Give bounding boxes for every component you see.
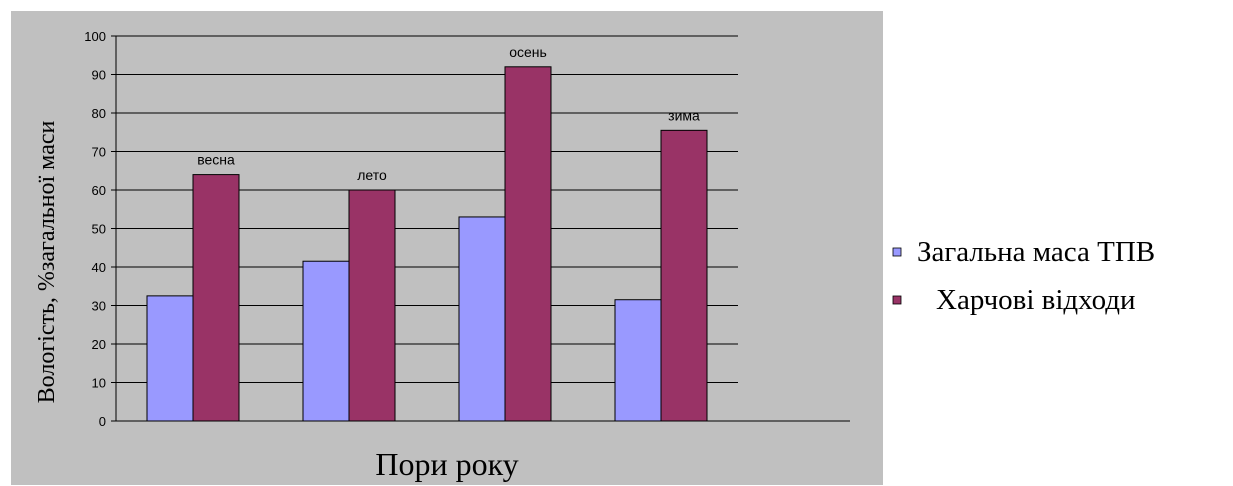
bar-series-2 (504, 66, 552, 422)
y-tick-label: 20 (92, 337, 106, 352)
y-tick-label: 40 (92, 260, 106, 275)
y-tick-label: 100 (84, 29, 106, 44)
y-tick-label: 10 (92, 376, 106, 391)
category-label: зима (668, 107, 700, 123)
y-tick-label: 60 (92, 183, 106, 198)
x-axis-label: Пори року (375, 446, 518, 482)
legend-swatch-series-2 (892, 295, 902, 305)
bar-series-1 (614, 299, 662, 422)
legend: Загальна маса ТПВ Харчові відходи (892, 236, 1155, 316)
y-tick-label: 90 (92, 68, 106, 83)
bar-series-2 (348, 189, 396, 422)
category-labels: весна лето осень зима (197, 44, 700, 183)
bar-series-2 (192, 174, 240, 422)
y-tick-label: 0 (99, 414, 106, 429)
legend-label-series-2: Харчові відходи (936, 284, 1136, 316)
legend-label-series-1: Загальна маса ТПВ (917, 236, 1155, 268)
category-label: весна (197, 152, 235, 168)
category-label: лето (357, 167, 387, 183)
y-axis-label: Вологість, %загальної маси (34, 120, 60, 403)
bar-series-2 (660, 129, 708, 422)
bar-series-1 (302, 260, 350, 422)
category-label: осень (509, 44, 547, 60)
y-tick-label: 80 (92, 106, 106, 121)
y-tick-label: 50 (92, 222, 106, 237)
y-tick-label: 70 (92, 145, 106, 160)
bars (146, 66, 708, 422)
bar-series-1 (146, 295, 194, 422)
bar-series-1 (458, 216, 506, 422)
legend-swatch-series-1 (892, 247, 902, 257)
y-tick-label: 30 (92, 299, 106, 314)
y-tick-labels: 0 10 20 30 40 50 60 70 80 90 100 (84, 29, 116, 429)
